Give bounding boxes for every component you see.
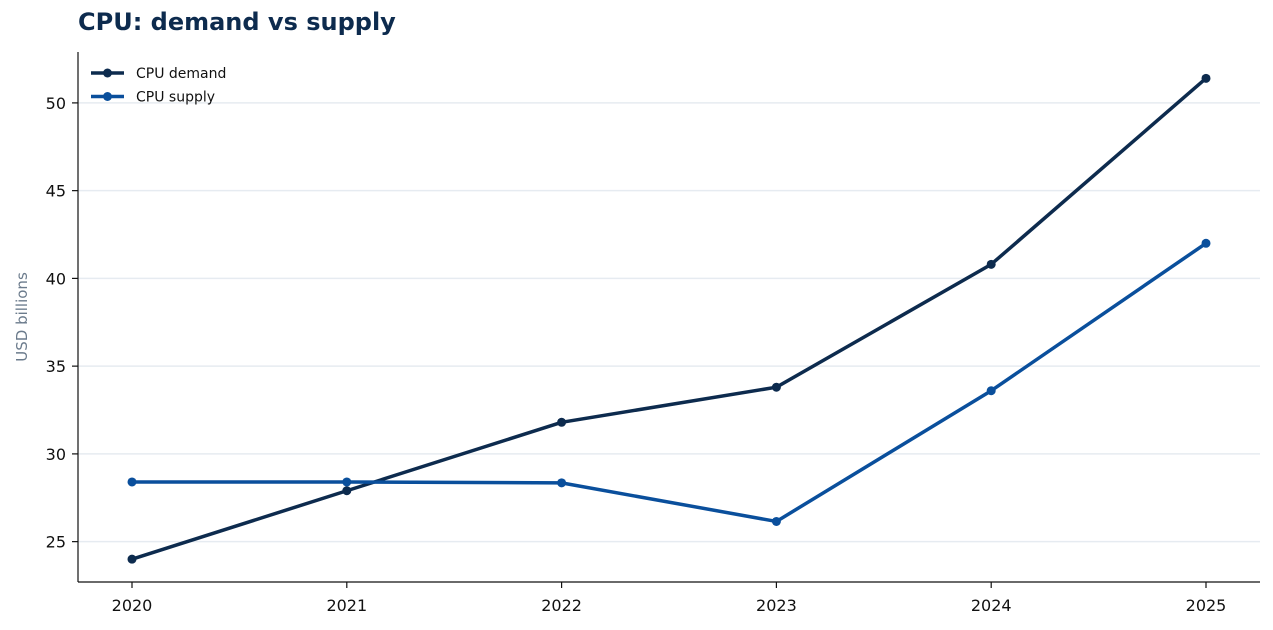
y-axis-title: USD billions <box>13 272 31 362</box>
legend-label-cpu-supply: CPU supply <box>136 90 215 106</box>
data-point-cpu-supply <box>127 477 137 487</box>
x-tick-label: 2021 <box>326 596 367 615</box>
x-tick-label: 2020 <box>112 596 153 615</box>
data-point-cpu-demand <box>986 259 996 269</box>
x-tick-label: 2025 <box>1186 596 1227 615</box>
data-point-cpu-demand <box>771 382 781 392</box>
legend-marker-cpu-demand <box>103 68 112 78</box>
y-tick-label: 45 <box>46 182 66 201</box>
y-tick-label: 50 <box>46 94 66 113</box>
x-tick-label: 2022 <box>541 596 582 615</box>
data-point-cpu-supply <box>771 516 781 526</box>
legend-marker-cpu-supply <box>103 92 112 101</box>
axes: 25 30 35 40 45 50 2020 2021 2022 2023 2024 2025 USD … <box>13 52 1260 615</box>
x-tick-label: 2024 <box>971 596 1012 615</box>
legend-label-cpu-demand: CPU demand <box>136 66 226 82</box>
series-line-cpu-supply <box>130 241 1208 524</box>
data-point-cpu-supply <box>342 477 352 487</box>
y-tick-label: 35 <box>46 357 66 376</box>
series-line-cpu-demand <box>130 76 1208 561</box>
legend: CPU demand CPU supply <box>91 66 226 106</box>
data-point-cpu-demand <box>557 417 567 427</box>
y-tick-label: 30 <box>46 445 66 464</box>
y-tick-label: 25 <box>46 533 66 552</box>
data-point-cpu-demand <box>127 554 137 564</box>
gridlines <box>78 102 1260 543</box>
data-point-cpu-demand <box>1201 73 1211 83</box>
y-tick-label: 40 <box>46 269 66 288</box>
data-point-cpu-supply <box>557 478 567 488</box>
chart-title: CPU: demand vs supply <box>78 8 396 36</box>
data-point-cpu-demand <box>342 486 352 496</box>
data-point-cpu-supply <box>986 386 996 396</box>
series-lines <box>127 73 1211 564</box>
x-tick-label: 2023 <box>756 596 797 615</box>
data-point-cpu-supply <box>1201 238 1211 248</box>
